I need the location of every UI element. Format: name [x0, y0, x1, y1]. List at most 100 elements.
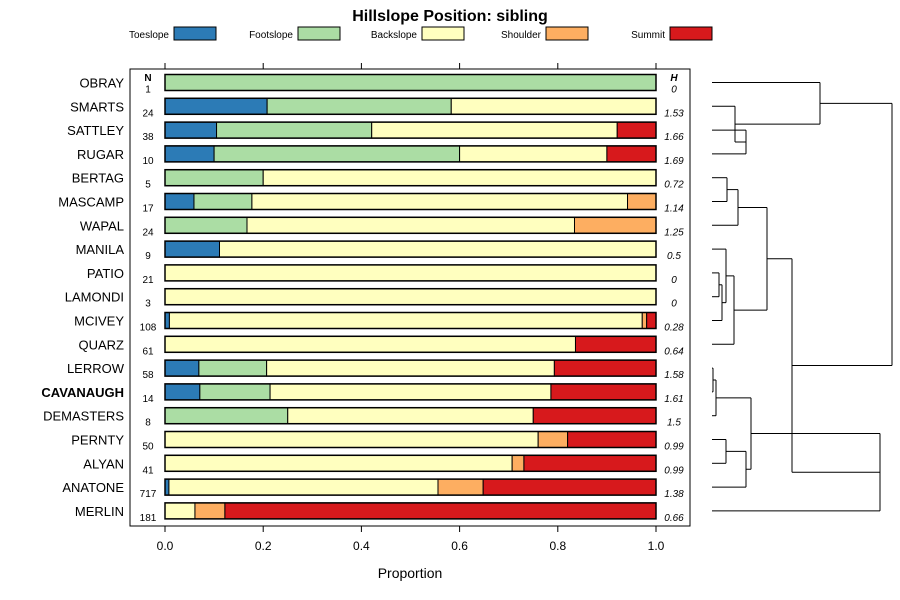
- bar-segment-summit: [532, 407, 657, 425]
- bar-segment-footslope: [213, 145, 461, 163]
- legend-label-summit: Summit: [631, 30, 665, 41]
- row-wapal: WAPAL 24 1.25: [80, 216, 684, 238]
- row-label: LERROW: [67, 361, 125, 376]
- row-n-value: 9: [145, 251, 151, 262]
- x-tick-label: 0.8: [549, 539, 566, 553]
- bar-segment-backslope: [450, 97, 657, 115]
- bar-segment-toeslope: [164, 97, 268, 115]
- row-h-value: 1.38: [664, 489, 684, 500]
- row-n-value: 61: [142, 346, 154, 357]
- bar-segment-footslope: [216, 121, 373, 139]
- row-label: ALYAN: [83, 456, 124, 471]
- row-h-value: 1.5: [667, 418, 681, 429]
- row-sattley: SATTLEY 38 1.66: [67, 121, 684, 143]
- row-rugar: RUGAR 10 1.69: [77, 145, 684, 167]
- row-label: MANILA: [76, 242, 125, 257]
- bar-segment-backslope: [287, 407, 534, 425]
- legend-label-footslope: Footslope: [249, 30, 293, 41]
- bar-outline: [164, 406, 657, 425]
- legend-swatch-backslope: [421, 26, 465, 41]
- bar-segment-footslope: [164, 407, 289, 425]
- bar-outline: [164, 478, 657, 496]
- row-obray: OBRAY 1 0: [79, 73, 677, 96]
- bar-segment-backslope: [164, 502, 196, 520]
- bar-segment-toeslope: [164, 383, 201, 401]
- bar-segment-shoulder: [627, 193, 657, 210]
- row-n-value: 21: [142, 275, 154, 286]
- row-quarz: QUARZ 61 0.64: [79, 335, 684, 357]
- bar-segment-shoulder: [437, 478, 484, 496]
- bar-segment-footslope: [164, 74, 657, 91]
- row-label: MCIVEY: [74, 314, 124, 329]
- bar-segment-toeslope: [164, 121, 218, 139]
- row-h-value: 0.5: [667, 251, 681, 262]
- bar-segment-toeslope: [164, 240, 221, 258]
- row-label: RUGAR: [77, 147, 124, 162]
- bar-outline: [164, 502, 657, 520]
- bar-segment-backslope: [246, 216, 575, 234]
- row-n-value: 1: [145, 85, 151, 96]
- row-h-value: 0.28: [664, 323, 684, 334]
- row-n-value: 108: [140, 323, 157, 334]
- row-n-value: 5: [145, 180, 151, 191]
- row-bertag: BERTAG 5 0.72: [72, 168, 684, 191]
- bar-segment-shoulder: [511, 454, 525, 472]
- row-n-value: 58: [142, 370, 154, 381]
- bar-outline: [164, 430, 657, 449]
- row-pernty: PERNTY 50 0.99: [71, 430, 684, 453]
- bar-segment-summit: [646, 312, 657, 329]
- row-label: CAVANAUGH: [41, 385, 124, 400]
- row-n-value: 10: [142, 156, 154, 167]
- row-label: BERTAG: [72, 171, 124, 186]
- bar-segment-backslope: [262, 169, 657, 187]
- row-merlin: MERLIN 181 0.66: [75, 502, 684, 524]
- bar-segment-backslope: [266, 359, 555, 377]
- row-anatone: ANATONE 717 1.38: [62, 478, 684, 500]
- row-h-value: 0.64: [664, 346, 684, 357]
- row-n-value: 14: [142, 394, 154, 405]
- bar-outline: [164, 383, 657, 401]
- legend-swatch-shoulder: [545, 26, 589, 41]
- row-h-value: 0: [671, 85, 677, 96]
- chart-title: Hillslope Position: sibling: [352, 8, 548, 25]
- row-h-value: 1.66: [664, 132, 684, 143]
- bar-segment-backslope: [251, 193, 629, 210]
- bar-segment-footslope: [266, 97, 452, 115]
- bar-outline: [164, 216, 657, 235]
- bar-segment-toeslope: [164, 193, 195, 210]
- row-manila: MANILA 9 0.5: [76, 240, 681, 262]
- bar-segment-summit: [574, 335, 657, 353]
- legend-swatch-toeslope: [173, 26, 217, 41]
- row-mascamp: MASCAMP 17 1.14: [58, 192, 684, 215]
- bar-segment-footslope: [199, 383, 271, 401]
- bar-segment-summit: [567, 431, 657, 448]
- row-n-value: 3: [145, 299, 151, 310]
- bar-segment-summit: [606, 145, 657, 163]
- row-h-value: 0: [671, 299, 677, 310]
- bar-outline: [164, 311, 657, 330]
- bar-segment-summit: [482, 478, 657, 496]
- legend-label-toeslope: Toeslope: [129, 30, 169, 41]
- row-n-value: 24: [142, 227, 154, 238]
- bar-segment-shoulder: [573, 216, 657, 234]
- bar-segment-shoulder: [641, 312, 648, 329]
- h-header: H: [670, 73, 678, 84]
- bar-segment-summit: [616, 121, 657, 139]
- bar-segment-backslope: [168, 478, 439, 496]
- bar-segment-shoulder: [194, 502, 226, 520]
- row-label: ANATONE: [62, 480, 124, 495]
- bar-outline: [164, 192, 657, 211]
- bar-segment-backslope: [168, 312, 643, 329]
- row-mcivey: MCIVEY 108 0.28: [74, 311, 684, 334]
- bar-segment-summit: [523, 454, 657, 472]
- legend-label-backslope: Backslope: [371, 30, 418, 41]
- row-h-value: 1.69: [664, 156, 684, 167]
- row-h-value: 0.72: [664, 180, 684, 191]
- bar-outline: [164, 287, 657, 306]
- row-n-value: 24: [142, 108, 154, 119]
- row-lerrow: LERROW 58 1.58: [67, 359, 684, 381]
- x-tick-label: 0.2: [255, 539, 272, 553]
- bar-segment-footslope: [164, 216, 248, 234]
- row-h-value: 1.25: [664, 227, 684, 238]
